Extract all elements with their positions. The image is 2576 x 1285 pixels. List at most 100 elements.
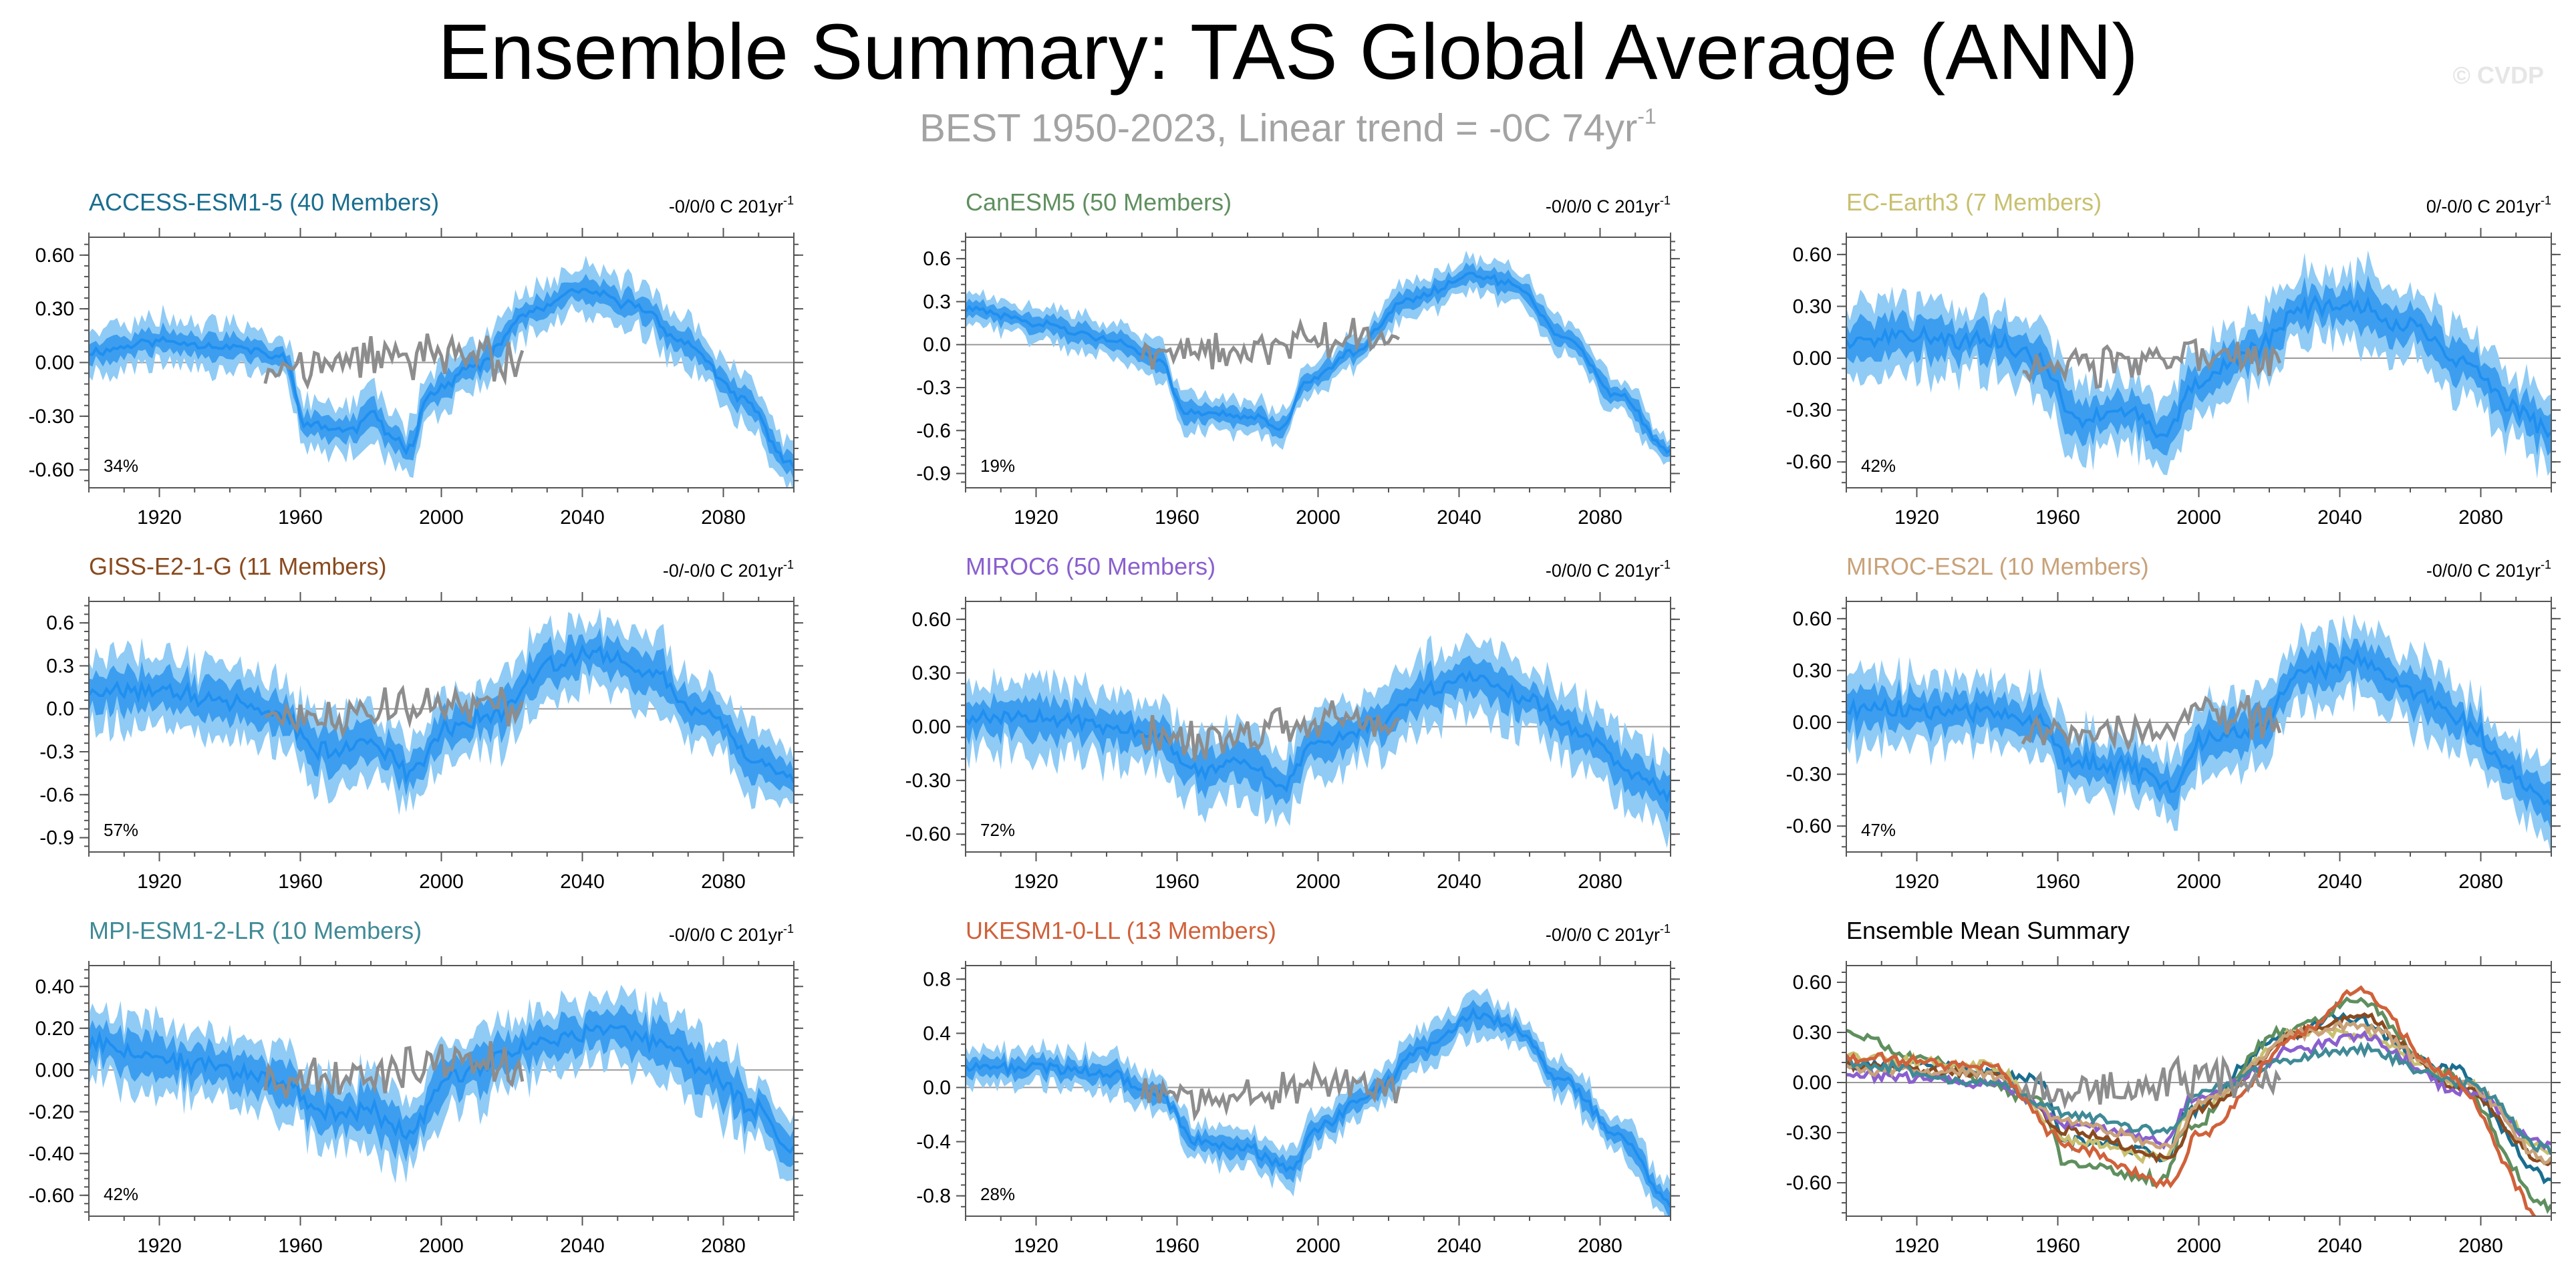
- y-tick-label: 0.0: [923, 1077, 951, 1099]
- ensemble-spread-outer: [966, 988, 1671, 1216]
- pct-label: 19%: [980, 456, 1015, 476]
- observation-line: [2021, 1054, 2281, 1110]
- plot-area: [966, 988, 1671, 1216]
- plot-area: [966, 251, 1671, 465]
- y-tick-label: 0.60: [1793, 244, 1832, 266]
- y-tick-label: 0.30: [1793, 295, 1832, 317]
- series-line-miroc6: [1846, 1030, 2551, 1151]
- panel-title: EC-Earth3 (7 Members): [1846, 188, 2102, 216]
- trend-label-text: -0/0/0 C 201yr: [1546, 925, 1660, 945]
- y-tick-label: 0.20: [35, 1018, 74, 1040]
- y-tick-label: 0.30: [1793, 1022, 1832, 1044]
- ensemble-spread-outer: [966, 251, 1671, 465]
- x-tick-label: 2080: [2458, 1235, 2503, 1257]
- y-tick-label: 0.60: [35, 245, 74, 267]
- panel-title: MPI-ESM1-2-LR (10 Members): [89, 917, 422, 944]
- chart-panel-3: EC-Earth3 (7 Members) 0/-0/0 C 201yr-1 192…: [1786, 188, 2561, 529]
- x-tick-label: 1920: [1894, 1235, 1939, 1257]
- y-tick-label: -0.6: [39, 784, 74, 806]
- plot-area: [1846, 613, 2551, 852]
- y-tick-label: 0.0: [46, 698, 74, 720]
- x-tick-label: 2040: [560, 507, 605, 529]
- x-tick-label: 2000: [419, 871, 464, 893]
- x-tick-label: 1960: [1155, 507, 1199, 529]
- x-tick-label: 1920: [1014, 507, 1058, 529]
- ensemble-mean-line: [89, 287, 794, 468]
- x-tick-label: 2000: [1296, 871, 1340, 893]
- x-tick-label: 2000: [1296, 1235, 1340, 1257]
- series-line-ukesm1-0-ll: [1846, 985, 2537, 1216]
- pct-label: 47%: [1861, 820, 1896, 840]
- y-tick-label: -0.60: [1786, 815, 1832, 837]
- observation-line: [1140, 317, 1401, 370]
- ensemble-mean-line: [1846, 648, 2551, 807]
- y-tick-label: -0.8: [916, 1185, 951, 1207]
- pct-label: 42%: [1861, 456, 1896, 476]
- x-tick-label: 1920: [137, 1235, 182, 1257]
- subtitle-text: BEST 1950-2023, Linear trend = -0C 74yr: [919, 106, 1638, 150]
- ensemble-spread-inner: [966, 262, 1671, 458]
- y-tick-label: -0.30: [905, 770, 951, 792]
- y-tick-label: -0.30: [1786, 400, 1832, 422]
- chart-panel-6: MIROC-ES2L (10 Members) -0/0/0 C 201yr-1 1…: [1786, 553, 2561, 893]
- x-tick-label: 1920: [1014, 871, 1058, 893]
- x-tick-label: 2040: [560, 871, 605, 893]
- x-tick-label: 2080: [701, 1235, 746, 1257]
- plot-area: [966, 632, 1671, 849]
- x-tick-label: 1920: [137, 871, 182, 893]
- ensemble-spread-inner: [1846, 275, 2551, 456]
- y-tick-label: 0.00: [35, 1059, 74, 1081]
- trend-label-text: -0/0/0 C 201yr: [2426, 561, 2541, 581]
- chart-panel-2: CanESM5 (50 Members) -0/0/0 C 201yr-1 1920…: [916, 188, 1680, 529]
- ensemble-mean-line: [966, 1006, 1671, 1208]
- x-tick-label: 1960: [2035, 507, 2080, 529]
- trend-label-text: -0/0/0 C 201yr: [669, 925, 783, 945]
- ensemble-mean-line: [966, 271, 1671, 454]
- y-tick-label: 0.00: [912, 716, 951, 738]
- y-tick-label: 0.60: [912, 609, 951, 631]
- panel-title: GISS-E2-1-G (11 Members): [89, 553, 386, 580]
- trend-label-text: 0/-0/0 C 201yr: [2426, 196, 2541, 217]
- chart-panel-5: MIROC6 (50 Members) -0/0/0 C 201yr-1 1920 1…: [905, 553, 1680, 893]
- pct-label: 72%: [980, 820, 1015, 840]
- trend-label: -0/-0/0 C 201yr-1: [663, 558, 794, 581]
- panel-title: MIROC-ES2L (10 Members): [1846, 553, 2149, 580]
- y-tick-label: 0.60: [1793, 608, 1832, 630]
- plot-area: [1846, 250, 2551, 479]
- y-tick-label: -0.9: [916, 463, 951, 485]
- pct-label: 42%: [104, 1184, 138, 1204]
- y-tick-label: 0.0: [923, 334, 951, 356]
- x-tick-label: 1960: [1155, 1235, 1199, 1257]
- trend-label-text: -0/0/0 C 201yr: [1546, 561, 1660, 581]
- y-tick-label: -0.6: [916, 420, 951, 442]
- pct-label: 34%: [104, 456, 138, 476]
- observation-line: [1140, 700, 1401, 761]
- ensemble-mean-line: [89, 1022, 794, 1154]
- page-title: Ensemble Summary: TAS Global Average (AN…: [438, 8, 2138, 96]
- trend-label-text: -0/-0/0 C 201yr: [663, 561, 783, 581]
- pct-label: 57%: [104, 820, 138, 840]
- y-tick-label: 0.00: [1793, 347, 1832, 370]
- watermark: © CVDP: [2452, 61, 2544, 89]
- y-tick-label: -0.30: [29, 406, 74, 428]
- observation-line: [2021, 694, 2282, 752]
- observation-line: [1140, 1060, 1401, 1122]
- y-tick-label: 0.6: [46, 612, 74, 634]
- chart-panel-4: GISS-E2-1-G (11 Members) -0/-0/0 C 201yr-…: [39, 553, 803, 893]
- observation-line: [2022, 337, 2282, 389]
- x-tick-label: 2000: [419, 507, 464, 529]
- y-tick-label: 0.30: [912, 662, 951, 684]
- y-tick-label: -0.4: [916, 1131, 951, 1153]
- panel-title: Ensemble Mean Summary: [1846, 917, 2130, 944]
- y-tick-label: 0.40: [35, 976, 74, 998]
- x-tick-label: 2040: [2317, 871, 2362, 893]
- ensemble-spread-inner: [966, 1000, 1671, 1216]
- y-tick-label: 0.4: [923, 1022, 951, 1044]
- observation-line: [263, 1040, 525, 1099]
- trend-label-exponent: -1: [1660, 558, 1671, 571]
- y-tick-label: -0.30: [1786, 1122, 1832, 1144]
- y-tick-label: 0.6: [923, 248, 951, 270]
- x-tick-label: 2080: [701, 507, 746, 529]
- chart-panel-7: MPI-ESM1-2-LR (10 Members) -0/0/0 C 201yr…: [29, 917, 803, 1257]
